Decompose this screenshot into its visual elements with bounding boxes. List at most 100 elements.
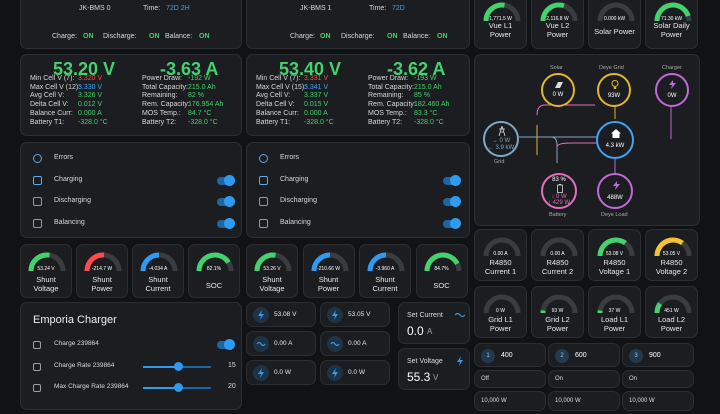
gauge-card[interactable]: 84.7% SOC bbox=[415, 244, 468, 298]
gauge-name-2: Current 2 bbox=[541, 267, 574, 276]
switch-toggle[interactable] bbox=[443, 217, 461, 229]
slider-knob[interactable] bbox=[174, 361, 184, 371]
right-stat-value: -328.0 °C bbox=[414, 118, 444, 126]
plug-icon bbox=[613, 181, 620, 190]
value-tile[interactable]: 0.0 W bbox=[320, 360, 390, 385]
balance-icon bbox=[259, 218, 268, 228]
charge-rate-slider[interactable] bbox=[143, 383, 211, 392]
gauge-card[interactable]: -214.7 W Shunt Power bbox=[76, 244, 128, 298]
gauge-card[interactable]: 53.05 V R4850 Voltage 2 bbox=[645, 229, 698, 281]
preset-value-card[interactable]: 2 600 bbox=[548, 343, 620, 367]
gauge-card[interactable]: -4.034 A Shunt Current bbox=[132, 244, 184, 298]
preset-state: Off bbox=[481, 376, 489, 382]
right-stat-value: -193 W bbox=[414, 75, 437, 82]
gauge-card[interactable]: 0.00 A R4850 Current 2 bbox=[531, 229, 584, 281]
gauge-arc bbox=[483, 2, 520, 22]
gauge-card[interactable]: -210.66 W Shunt Power bbox=[302, 244, 355, 298]
switch-row[interactable]: Charging bbox=[247, 174, 469, 188]
wave-icon bbox=[253, 336, 269, 352]
bms1-discharge-value: ON bbox=[387, 33, 398, 40]
preset-power: 10,000 W bbox=[481, 398, 507, 404]
alert-circle-icon bbox=[33, 154, 42, 163]
preset-value-card[interactable]: 3 900 bbox=[622, 343, 694, 367]
preset-power-card[interactable]: 10,000 W bbox=[622, 391, 694, 411]
set-voltage-card[interactable]: Set Voltage 55.3 V bbox=[398, 348, 470, 390]
gauge-card[interactable]: 71.30 kW Solar Daily Power bbox=[645, 0, 698, 49]
preset-power-card[interactable]: 10,000 W bbox=[474, 391, 546, 411]
gauge-card[interactable]: 0.000 kW Solar Power bbox=[588, 0, 641, 49]
value-tile[interactable]: 53.05 V bbox=[320, 302, 390, 327]
deye-grid-label: Deye Grid bbox=[599, 65, 624, 71]
switch-toggle[interactable] bbox=[217, 174, 235, 186]
bms0-time-label: Time: bbox=[143, 5, 161, 12]
gauge-arc bbox=[597, 2, 634, 22]
set-voltage-unit: V bbox=[433, 373, 439, 382]
gauge-name-1: SOC bbox=[433, 281, 450, 290]
gauge-card[interactable]: 93 W Grid L2 Power bbox=[531, 286, 584, 338]
charge-toggle[interactable] bbox=[217, 339, 235, 350]
emporia-title: Emporia Charger bbox=[33, 314, 117, 326]
switch-row[interactable]: Discharging bbox=[247, 195, 469, 209]
slider-knob[interactable] bbox=[174, 383, 184, 392]
grid-label: Grid bbox=[494, 159, 505, 165]
battery-in: ↓ 0 W bbox=[551, 194, 567, 200]
switch-toggle[interactable] bbox=[443, 196, 461, 207]
gauge-card[interactable]: -3.960 A Shunt Current bbox=[359, 244, 411, 298]
gauge-name-2: Power bbox=[489, 324, 512, 333]
gauge-arc bbox=[84, 252, 122, 272]
set-current-label: Set Current bbox=[407, 312, 443, 319]
preset-state-card[interactable]: On bbox=[548, 370, 620, 388]
value-tile[interactable]: 0.00 A bbox=[246, 331, 316, 356]
gauge-card[interactable]: 53.08 V R4850 Voltage 1 bbox=[588, 229, 641, 281]
gauge-card[interactable]: 82.1% SOC bbox=[188, 244, 240, 298]
deye-load-node: 488W bbox=[597, 173, 633, 209]
gauge-card[interactable]: 451 W Load L2 Power bbox=[645, 286, 698, 338]
left-stat-label: Min Cell V (7): bbox=[30, 75, 75, 82]
preset-state-card[interactable]: On bbox=[622, 370, 694, 388]
gauge-name-1: R4850 bbox=[546, 258, 569, 267]
gauge-card[interactable]: 0.00 A R4850 Current 1 bbox=[474, 229, 527, 281]
preset-state-card[interactable]: Off bbox=[474, 370, 546, 388]
right-stat-value: 85 % bbox=[414, 92, 430, 100]
left-stat-value: 3.331 V bbox=[304, 75, 329, 82]
gauge-card[interactable]: 53.24 V Shunt Voltage bbox=[20, 244, 72, 298]
value-tile[interactable]: 0.0 W bbox=[246, 360, 316, 385]
deye-grid-node: 93W bbox=[597, 73, 631, 107]
gauge-card[interactable]: 37 W Load L1 Power bbox=[588, 286, 641, 338]
switch-toggle[interactable] bbox=[443, 174, 461, 186]
preset-power-card[interactable]: 10,000 W bbox=[548, 391, 620, 411]
right-stat-value: -192 W bbox=[188, 75, 211, 82]
gauge-arc bbox=[140, 252, 178, 272]
right-stat-label: Battery T2: bbox=[142, 118, 177, 126]
value-tile[interactable]: 0.00 A bbox=[320, 331, 390, 356]
gauge-card[interactable]: 53.26 V Shunt Voltage bbox=[246, 244, 298, 298]
switch-row[interactable]: Balancing bbox=[247, 217, 469, 231]
battery-discharging-icon bbox=[259, 197, 268, 206]
set-current-card[interactable]: Set Current 0.0 A bbox=[398, 302, 470, 344]
charge-rate-slider[interactable] bbox=[143, 361, 211, 371]
balance-icon bbox=[33, 218, 42, 228]
left-stat-value: 3.320 V bbox=[78, 75, 103, 82]
solar-label: Solar bbox=[550, 65, 563, 71]
gauge-value: 1,771.5 W bbox=[489, 16, 512, 22]
gauge-fill bbox=[540, 2, 565, 22]
value-tile[interactable]: 53.08 V bbox=[246, 302, 316, 327]
switch-row[interactable]: Discharging bbox=[21, 195, 241, 209]
switch-row[interactable]: Balancing bbox=[21, 217, 241, 231]
battery-node: 83 % ↓ 0 W ↑ 429 W bbox=[541, 173, 577, 209]
bms1-charge-label: Charge: bbox=[290, 33, 315, 40]
gauge-fill bbox=[483, 2, 505, 22]
gauge-fill bbox=[424, 252, 459, 272]
preset-value-card[interactable]: 1 400 bbox=[474, 343, 546, 367]
gauge-arc bbox=[28, 252, 66, 272]
gauge-name-2: Power bbox=[546, 324, 569, 333]
switch-toggle[interactable] bbox=[217, 196, 235, 207]
gauge-card[interactable]: 1,771.5 W Vue L1 Power bbox=[474, 0, 527, 49]
switch-row[interactable]: Charging bbox=[21, 174, 241, 188]
gauge-card[interactable]: 2,116.8 W Vue L2 Power bbox=[531, 0, 584, 49]
gauge-card[interactable]: 0 W Grid L1 Power bbox=[474, 286, 527, 338]
switch-toggle[interactable] bbox=[217, 217, 235, 229]
right-stat-value: 182.460 Ah bbox=[414, 101, 450, 109]
switch-label: Balancing bbox=[280, 218, 311, 226]
gauge-arc bbox=[654, 2, 691, 22]
